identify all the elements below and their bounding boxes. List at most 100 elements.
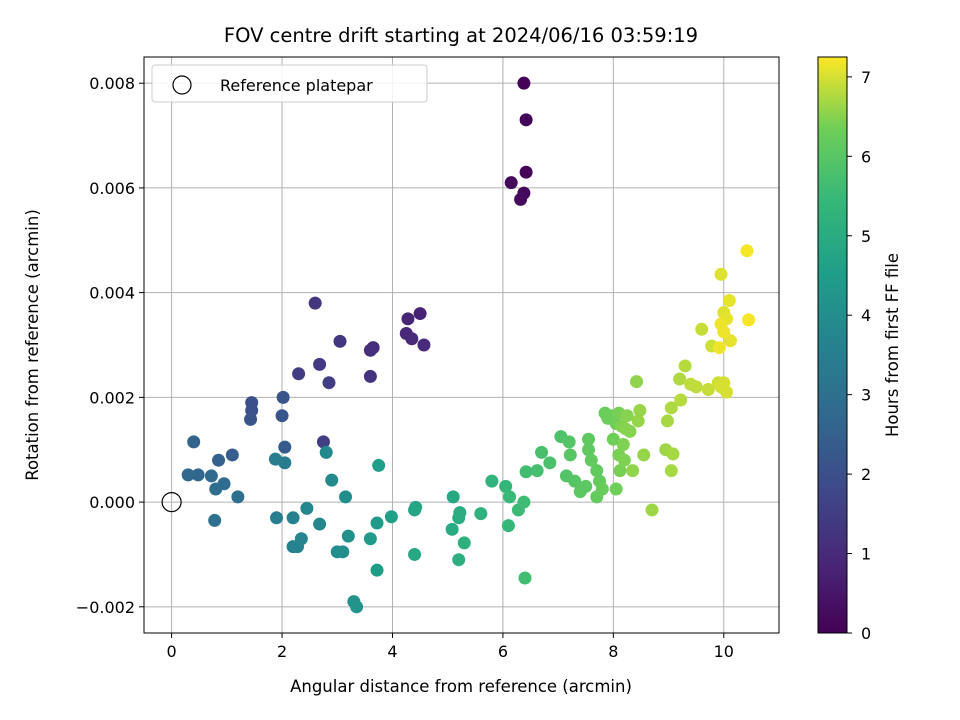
scatter-point [674, 393, 688, 407]
scatter-point [209, 482, 223, 496]
x-tick-label: 6 [498, 642, 508, 661]
scatter-point [363, 532, 377, 546]
scatter-point [316, 435, 330, 449]
scatter-point [417, 338, 431, 352]
scatter-point [308, 296, 322, 310]
scatter-point [673, 372, 687, 386]
scatter-point [666, 447, 680, 461]
scatter-point [633, 403, 647, 417]
scatter-point [339, 490, 353, 504]
scatter-point [275, 409, 289, 423]
legend-box [151, 64, 428, 103]
y-tick-label: 0.000 [89, 493, 135, 512]
scatter-point [204, 469, 218, 483]
scatter-point [208, 513, 222, 527]
scatter-point [350, 600, 364, 614]
scatter-point [370, 563, 384, 577]
y-tick-label: 0.008 [89, 74, 135, 93]
scatter-point [191, 468, 205, 482]
scatter-point [714, 267, 728, 281]
scatter-point [187, 435, 201, 449]
scatter-point [300, 501, 314, 515]
scatter-point [535, 445, 549, 459]
scatter-point [313, 357, 327, 371]
scatter-point [244, 412, 258, 426]
scatter-point [485, 474, 499, 488]
scatter-point [689, 380, 703, 394]
scatter-point [543, 456, 557, 470]
x-axis-label: Angular distance from reference (arcmin) [290, 677, 632, 696]
legend-marker-reference [172, 75, 192, 95]
scatter-point [401, 312, 415, 326]
scatter-point [408, 547, 422, 561]
scatter-point [590, 464, 604, 478]
scatter-point [664, 401, 678, 415]
scatter-point [613, 464, 627, 478]
scatter-point [363, 343, 377, 357]
scatter-point [562, 435, 576, 449]
scatter-point [270, 511, 284, 525]
legend: Reference platepar [151, 64, 428, 103]
colorbar-tick-label: 7 [861, 68, 871, 87]
scatter-point [413, 307, 427, 321]
x-tick-label: 4 [387, 642, 397, 661]
scatter-point [517, 495, 531, 509]
scatter-point [319, 445, 333, 459]
y-tick-label: 0.006 [89, 179, 135, 198]
scatter-point [363, 369, 377, 383]
scatter-point [518, 571, 532, 585]
reference-point-marker [161, 491, 182, 513]
scatter-point [405, 332, 419, 346]
scatter-point [294, 532, 308, 546]
scatter-point [563, 448, 577, 462]
scatter-point [384, 510, 398, 524]
scatter-point [722, 293, 736, 307]
scatter-point [519, 465, 533, 479]
scatter-point [212, 453, 226, 467]
scatter-point [372, 458, 386, 472]
scatter-point [623, 424, 637, 438]
scatter-points [181, 76, 756, 614]
scatter-point [446, 490, 460, 504]
scatter-point [499, 479, 513, 493]
colorbar-tick-label: 1 [861, 545, 871, 564]
scatter-point [579, 479, 593, 493]
x-tick-label: 8 [608, 642, 618, 661]
colorbar-label: Hours from first FF file [883, 253, 902, 437]
colorbar-tick-label: 6 [861, 147, 871, 166]
scatter-point [286, 511, 300, 525]
scatter-point [457, 536, 471, 550]
scatter-point [582, 443, 595, 457]
scatter-point [519, 113, 533, 127]
scatter-point [503, 490, 517, 504]
scatter-point [341, 529, 355, 543]
scatter-point [645, 503, 659, 517]
scatter-point [712, 341, 726, 355]
scatter-point [313, 517, 327, 531]
scatter-point [740, 244, 754, 258]
colorbar: 0 1 2 3 4 5 6 7 Hours from first FF file [817, 56, 902, 643]
scatter-point [616, 437, 630, 451]
y-tick-label: 0.004 [89, 284, 135, 303]
chart-title: FOV centre drift starting at 2024/06/16 … [224, 24, 698, 47]
x-tick-label: 10 [714, 642, 734, 661]
scatter-point [501, 519, 515, 533]
scatter-point [720, 385, 734, 399]
scatter-point [660, 414, 674, 428]
scatter-point [678, 359, 692, 373]
scatter-point [292, 367, 306, 381]
x-axis-ticks: 0 2 4 6 8 10 [167, 633, 734, 661]
scatter-point [626, 464, 640, 478]
scatter-point [595, 482, 609, 496]
scatter-point [445, 522, 459, 536]
colorbar-tick-label: 0 [861, 624, 871, 643]
scatter-point [453, 506, 467, 520]
scatter-point [322, 376, 336, 390]
scatter-point [695, 322, 709, 336]
scatter-point [333, 334, 347, 348]
colorbar-ticks: 0 1 2 3 4 5 6 7 [847, 68, 871, 643]
scatter-point [617, 453, 631, 467]
scatter-point [231, 490, 245, 504]
scatter-point [370, 516, 384, 530]
